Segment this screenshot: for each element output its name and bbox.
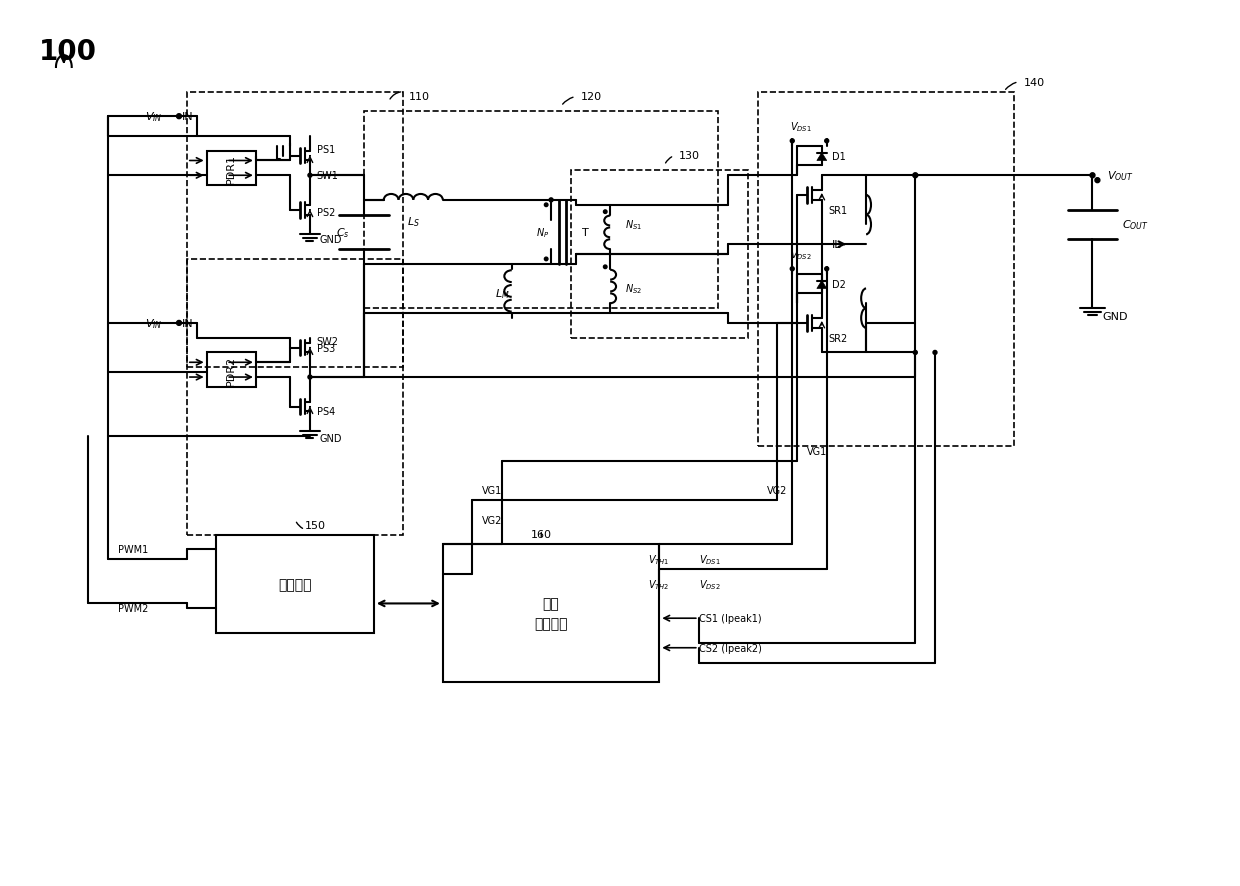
Text: PS1: PS1 [317, 144, 335, 154]
Text: 130: 130 [680, 152, 701, 161]
Circle shape [176, 321, 181, 326]
Text: $V_{TH2}$: $V_{TH2}$ [647, 577, 670, 591]
Text: $V_{DS2}$: $V_{DS2}$ [790, 248, 812, 261]
Circle shape [1090, 174, 1095, 178]
Text: CS1 (Ipeak1): CS1 (Ipeak1) [699, 613, 761, 624]
Text: D1: D1 [832, 152, 846, 161]
Circle shape [308, 376, 312, 379]
Text: $N_P$: $N_P$ [536, 226, 549, 240]
Text: PS3: PS3 [317, 343, 335, 354]
Bar [207, 152, 255, 186]
Text: GND: GND [320, 433, 342, 444]
Text: IN: IN [182, 112, 193, 122]
Text: PS4: PS4 [317, 407, 335, 417]
Text: VG1: VG1 [807, 447, 827, 456]
Polygon shape [817, 153, 827, 161]
Text: PS2: PS2 [317, 207, 335, 217]
Text: $V_{IN}$: $V_{IN}$ [145, 316, 162, 330]
Text: SW1: SW1 [317, 171, 339, 181]
Text: 同步
整流控制: 同步 整流控制 [534, 597, 568, 630]
Text: $V_{OUT}$: $V_{OUT}$ [1107, 169, 1133, 183]
Text: 原边控制: 原边控制 [279, 577, 312, 591]
Bar [365, 113, 718, 309]
Circle shape [825, 268, 828, 271]
Text: PWM1: PWM1 [118, 545, 149, 555]
Text: $V_{DS1}$: $V_{DS1}$ [790, 120, 812, 134]
Bar [207, 353, 255, 387]
Bar [187, 260, 403, 535]
Text: $N_{S1}$: $N_{S1}$ [625, 218, 642, 232]
Text: $C_s$: $C_s$ [336, 226, 350, 240]
Circle shape [604, 266, 608, 269]
Circle shape [932, 351, 937, 355]
Text: 140: 140 [1023, 78, 1045, 88]
Text: IL: IL [832, 240, 841, 250]
Text: D2: D2 [832, 279, 846, 289]
Text: VG1: VG1 [481, 486, 502, 495]
Circle shape [914, 351, 918, 355]
Text: $C_{OUT}$: $C_{OUT}$ [1122, 218, 1148, 232]
Bar [570, 171, 748, 338]
Text: 120: 120 [580, 92, 601, 102]
Text: T: T [582, 228, 589, 238]
Text: $V_{IN}$: $V_{IN}$ [145, 110, 162, 124]
Text: SR2: SR2 [828, 333, 848, 343]
Text: $V_{DS2}$: $V_{DS2}$ [699, 577, 720, 591]
Text: SW2: SW2 [317, 337, 339, 346]
Bar [758, 92, 1014, 447]
Text: $L_M$: $L_M$ [495, 287, 510, 301]
Polygon shape [817, 281, 827, 289]
Circle shape [549, 198, 553, 203]
Circle shape [604, 211, 608, 214]
Text: $N_{S2}$: $N_{S2}$ [625, 283, 642, 296]
Text: 150: 150 [305, 520, 326, 530]
Text: PWM2: PWM2 [118, 603, 149, 614]
Circle shape [308, 174, 312, 178]
Text: $V_{DS1}$: $V_{DS1}$ [699, 553, 720, 566]
Circle shape [1095, 178, 1100, 183]
Text: $V_{TH1}$: $V_{TH1}$ [647, 553, 670, 566]
Circle shape [176, 114, 181, 120]
Circle shape [825, 140, 828, 144]
Text: CS2 (Ipeak2): CS2 (Ipeak2) [699, 643, 761, 653]
Text: VG2: VG2 [768, 486, 787, 495]
Text: 110: 110 [408, 92, 429, 102]
Text: IN: IN [182, 319, 193, 329]
Text: PDR2: PDR2 [226, 355, 236, 385]
Text: PDR1: PDR1 [226, 154, 236, 184]
Circle shape [913, 174, 918, 178]
Circle shape [544, 204, 548, 207]
Bar [443, 545, 660, 682]
Text: VG2: VG2 [481, 515, 502, 525]
Circle shape [790, 140, 795, 144]
Text: 100: 100 [40, 38, 97, 66]
Text: $L_S$: $L_S$ [407, 215, 419, 229]
Text: GND: GND [1102, 312, 1128, 322]
Circle shape [790, 268, 795, 271]
Circle shape [544, 258, 548, 261]
Bar [187, 92, 403, 368]
Text: 160: 160 [531, 530, 552, 540]
Text: GND: GND [320, 235, 342, 245]
Text: SR1: SR1 [828, 206, 848, 215]
Bar [217, 535, 374, 633]
